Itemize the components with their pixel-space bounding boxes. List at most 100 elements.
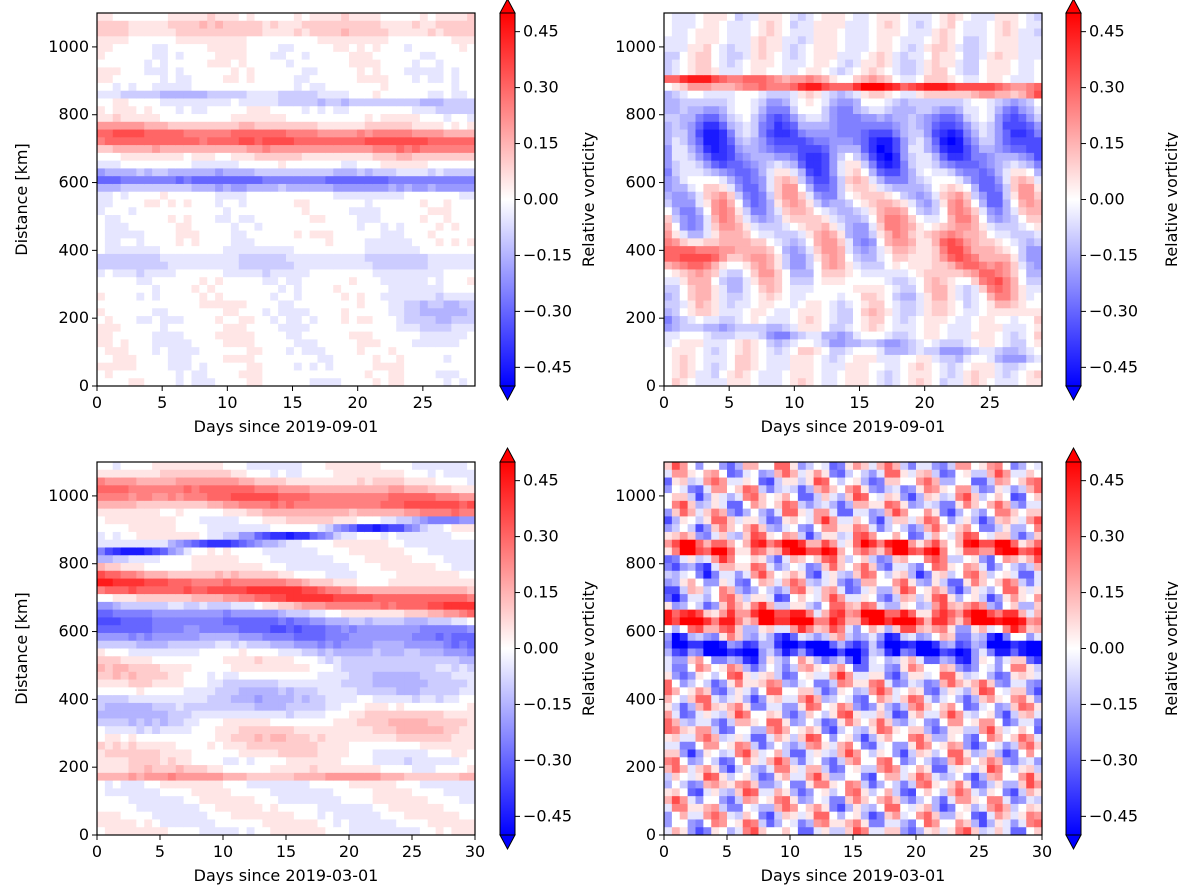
heatmap-cell xyxy=(459,114,468,123)
heatmap-cell xyxy=(120,493,130,502)
heatmap-cell xyxy=(829,51,838,61)
heatmap-cell xyxy=(144,485,153,494)
heatmap-cell xyxy=(152,75,161,84)
heatmap-cell xyxy=(845,129,854,138)
heatmap-cell xyxy=(742,269,752,278)
heatmap-cell xyxy=(112,609,122,618)
heatmap-cell xyxy=(963,168,972,177)
heatmap-cell xyxy=(293,378,303,387)
heatmap-cell xyxy=(396,183,405,193)
heatmap-cell xyxy=(112,671,122,681)
heatmap-cell xyxy=(112,13,122,22)
heatmap-cell xyxy=(742,114,752,123)
heatmap-cell xyxy=(404,121,413,131)
heatmap-cell xyxy=(971,160,980,169)
heatmap-cell xyxy=(167,339,177,348)
heatmap-cell xyxy=(325,207,334,216)
heatmap-cell xyxy=(860,246,870,255)
heatmap-cell xyxy=(128,601,137,611)
heatmap-cell xyxy=(120,500,130,510)
heatmap-cell xyxy=(364,176,374,185)
heatmap-cell xyxy=(325,308,334,317)
heatmap-cell xyxy=(144,20,153,30)
heatmap-cell xyxy=(144,67,153,76)
heatmap-cell xyxy=(419,90,429,99)
heatmap-cell xyxy=(782,253,791,263)
heatmap-cell xyxy=(813,277,823,286)
heatmap-cell xyxy=(853,90,862,99)
heatmap-cell xyxy=(687,284,697,294)
heatmap-cell xyxy=(931,13,941,22)
heatmap-cell xyxy=(687,269,697,278)
heatmap-cell xyxy=(419,28,429,37)
heatmap-cell xyxy=(97,152,106,162)
heatmap-cell xyxy=(152,106,161,115)
heatmap-cell xyxy=(152,207,161,216)
heatmap-cell xyxy=(238,222,248,232)
heatmap-cell xyxy=(427,75,437,84)
heatmap-cell xyxy=(223,277,232,286)
heatmap-cell xyxy=(703,137,712,146)
heatmap-cell xyxy=(128,347,137,356)
heatmap-cell xyxy=(876,98,886,107)
heatmap-cell xyxy=(396,98,405,107)
heatmap-cell xyxy=(687,323,697,333)
heatmap-cell xyxy=(1034,121,1043,131)
heatmap-cell xyxy=(1002,300,1012,309)
heatmap-cell xyxy=(727,145,736,154)
heatmap-cell xyxy=(160,121,169,131)
heatmap-cell xyxy=(797,370,807,379)
heatmap-cell xyxy=(892,362,901,371)
heatmap-cell xyxy=(664,354,673,364)
heatmap-cell xyxy=(719,75,728,84)
heatmap-cell xyxy=(230,378,240,387)
heatmap-cell xyxy=(1010,106,1019,115)
heatmap-cell xyxy=(104,253,114,263)
heatmap-cell xyxy=(734,20,744,30)
heatmap-cell xyxy=(223,28,232,37)
heatmap-cell xyxy=(459,300,468,309)
heatmap-cell xyxy=(270,362,279,371)
heatmap-cell xyxy=(183,160,193,169)
heatmap-cell xyxy=(766,277,775,286)
heatmap-cell xyxy=(120,28,130,37)
heatmap-cell xyxy=(215,13,224,22)
heatmap-cell xyxy=(215,129,224,138)
heatmap-cell xyxy=(727,246,736,255)
heatmap-cell xyxy=(703,44,712,53)
heatmap-cell xyxy=(144,462,153,471)
heatmap-cell xyxy=(805,145,815,154)
heatmap-cell xyxy=(868,82,878,92)
heatmap-cell xyxy=(979,230,988,239)
heatmap-cell xyxy=(687,51,697,61)
heatmap-cell xyxy=(758,308,767,317)
heatmap-cell xyxy=(790,331,799,340)
heatmap-cell xyxy=(845,292,854,302)
heatmap-cell xyxy=(837,36,846,45)
heatmap-cell xyxy=(719,378,728,387)
heatmap-cell xyxy=(459,308,468,317)
heatmap-cell xyxy=(380,292,389,302)
heatmap-cell xyxy=(829,269,838,278)
heatmap-cell xyxy=(404,98,413,107)
heatmap-cell xyxy=(223,90,232,99)
heatmap-cell xyxy=(727,168,736,177)
heatmap-cell xyxy=(388,145,397,154)
heatmap-cell xyxy=(104,36,114,45)
heatmap-cell xyxy=(853,277,862,286)
heatmap-cell xyxy=(900,59,909,68)
heatmap-cell xyxy=(727,20,736,30)
heatmap-cell xyxy=(750,230,760,239)
heatmap-cell xyxy=(278,331,287,340)
heatmap-cell xyxy=(128,137,137,146)
heatmap-cell xyxy=(223,152,232,162)
heatmap-cell xyxy=(703,207,712,216)
heatmap-cell xyxy=(892,152,901,162)
heatmap-cell xyxy=(136,531,145,541)
heatmap-cell xyxy=(955,106,964,115)
heatmap-cell xyxy=(112,339,122,348)
heatmap-cell xyxy=(837,13,846,22)
heatmap-cell xyxy=(994,246,1004,255)
heatmap-cell xyxy=(230,292,240,302)
heatmap-cell xyxy=(782,13,791,22)
